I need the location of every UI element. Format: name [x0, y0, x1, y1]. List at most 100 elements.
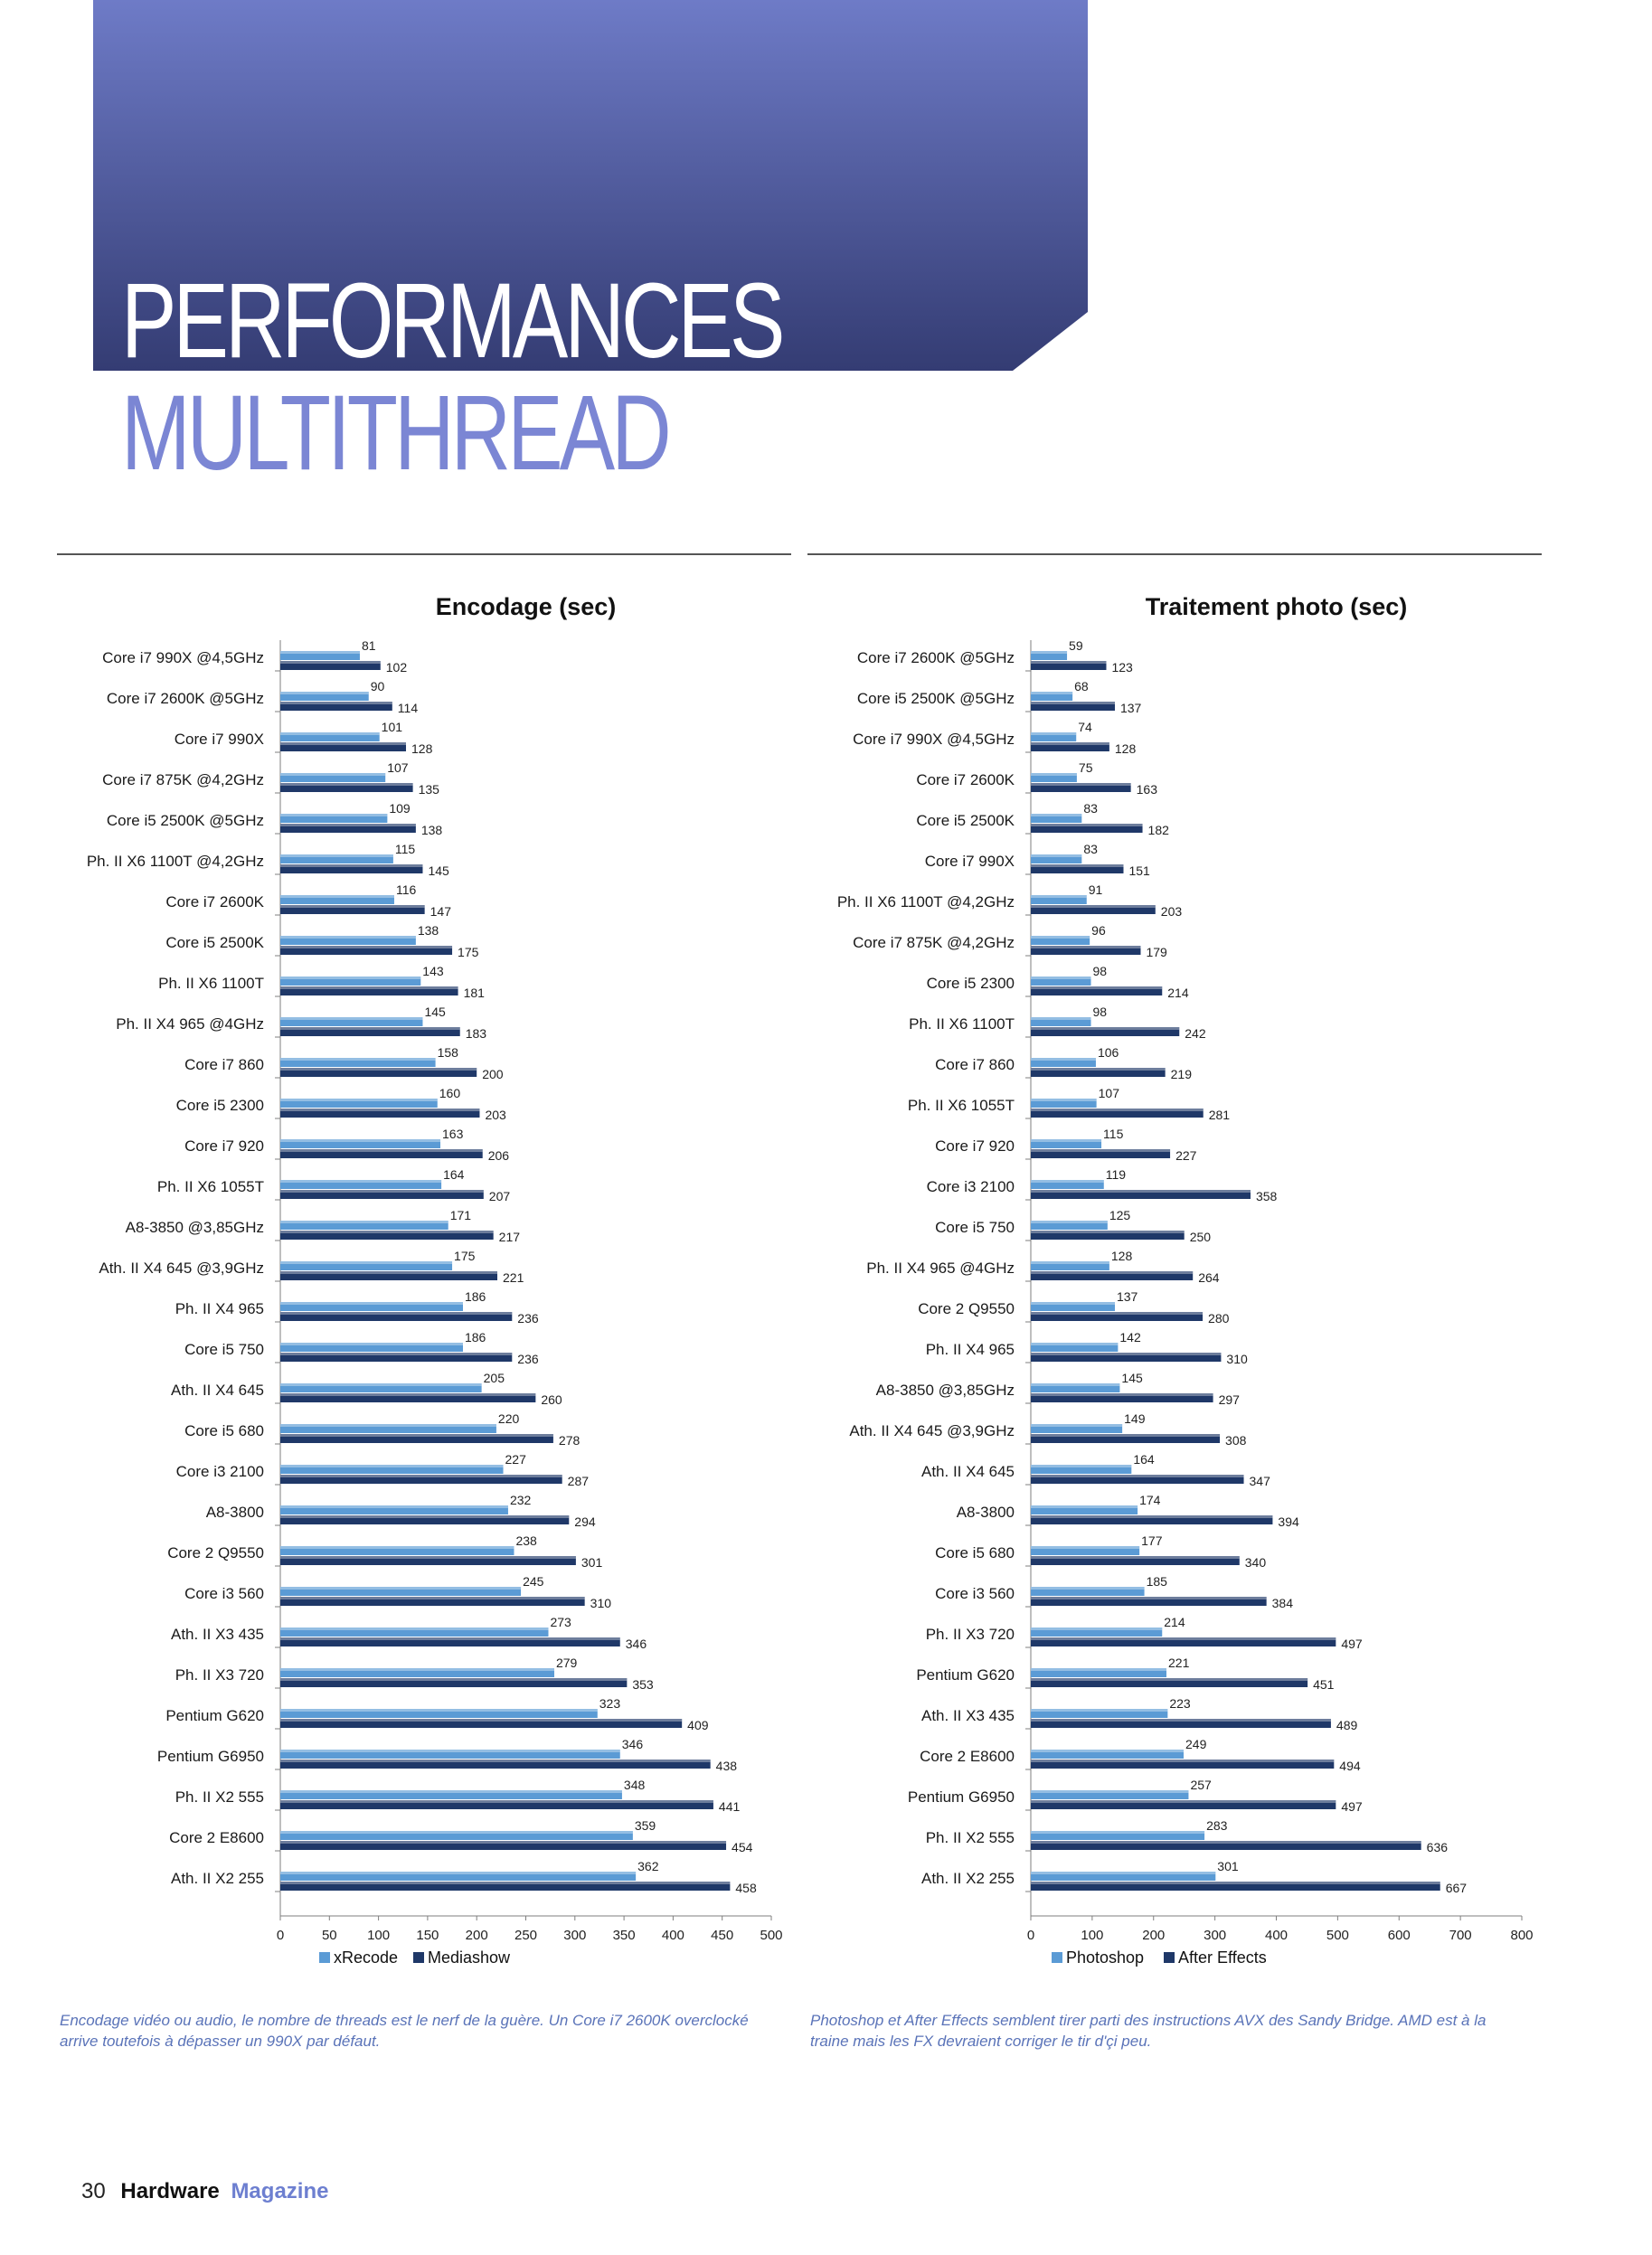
bar-highlight: [1031, 1190, 1251, 1193]
category-label: Ph. II X4 965: [926, 1341, 1015, 1358]
bar-highlight: [280, 1668, 554, 1671]
bar-series2: [280, 661, 381, 670]
data-label: 151: [1128, 863, 1150, 878]
bar-series2: [1031, 1800, 1336, 1809]
data-label: 353: [632, 1677, 654, 1692]
data-label: 175: [454, 1249, 476, 1263]
bar-highlight: [1031, 1221, 1108, 1223]
data-label: 438: [716, 1759, 738, 1773]
data-label: 137: [1120, 701, 1142, 715]
bar-highlight: [1031, 1668, 1167, 1671]
bar-series1: [280, 1302, 463, 1311]
bar-series2: [280, 1027, 460, 1036]
bar-series1: [280, 1668, 554, 1677]
bar-highlight: [1031, 1383, 1120, 1386]
data-label: 236: [517, 1352, 539, 1366]
bar-highlight: [280, 1058, 436, 1061]
bar-series1: [280, 1180, 442, 1189]
bar-series2: [1031, 1475, 1244, 1484]
bar-highlight: [280, 1597, 585, 1599]
data-label: 106: [1098, 1045, 1119, 1060]
category-label: A8-3800: [957, 1504, 1015, 1521]
bar-series2: [280, 864, 423, 873]
data-label: 294: [574, 1514, 596, 1529]
category-label: Core 2 Q9550: [167, 1544, 264, 1562]
bar-highlight: [1031, 1872, 1216, 1874]
bar-highlight: [280, 864, 423, 867]
bar-highlight: [1031, 651, 1068, 654]
bar-highlight: [280, 1719, 683, 1722]
caption-encodage: Encodage vidéo ou audio, le nombre de th…: [60, 2012, 749, 2050]
data-label: 114: [398, 701, 419, 715]
data-label: 135: [419, 782, 440, 797]
bar-highlight: [1031, 1709, 1168, 1712]
bar-series1: [280, 1587, 522, 1596]
x-tick-label: 100: [1081, 1928, 1103, 1943]
data-label: 323: [599, 1696, 621, 1711]
page-footer: 30 Hardware Magazine: [81, 2179, 328, 2204]
legend-label: Mediashow: [428, 1948, 511, 1967]
bar-series2: [280, 1719, 683, 1728]
bar-series2: [1031, 1760, 1335, 1769]
bar-series1: [1031, 1343, 1119, 1352]
bar-highlight: [280, 1271, 498, 1274]
bar-series1: [280, 854, 393, 863]
bar-series2: [1031, 661, 1107, 670]
data-label: 394: [1278, 1514, 1299, 1529]
data-label: 227: [1175, 1148, 1197, 1163]
category-label: Core i5 2500K: [165, 934, 264, 951]
bar-highlight: [1031, 1099, 1097, 1101]
chart-traitement-photo: Traitement photo (sec) Core i7 2600K @5GH…: [807, 579, 1603, 1989]
bar-series1: [1031, 1099, 1097, 1108]
section-divider-left: [57, 553, 791, 555]
bar-highlight: [280, 814, 388, 816]
page-title-line2: MULTITHREAD: [121, 373, 672, 493]
data-label: 348: [624, 1778, 646, 1792]
category-label: Core i7 990X @4,5GHz: [853, 731, 1015, 748]
bar-highlight: [1031, 783, 1131, 786]
bar-series1: [280, 1261, 453, 1270]
category-label: A8-3850 @3,85GHz: [876, 1382, 1015, 1399]
data-label: 310: [590, 1596, 612, 1610]
bar-series1: [280, 1465, 504, 1474]
category-label: Ph. II X6 1055T: [908, 1097, 1015, 1114]
bar-highlight: [280, 1515, 570, 1518]
x-tick-label: 250: [514, 1928, 537, 1943]
bar-highlight: [280, 692, 369, 694]
bar-highlight: [280, 1099, 438, 1101]
category-label: Ath. II X4 645: [921, 1463, 1015, 1480]
bar-highlight: [1031, 1831, 1205, 1834]
bar-highlight: [280, 1312, 513, 1315]
bar-series2: [280, 1800, 713, 1809]
x-tick-label: 450: [711, 1928, 733, 1943]
bar-highlight: [280, 1190, 484, 1193]
bar-highlight: [1031, 1465, 1132, 1467]
bar-series1: [1031, 1139, 1102, 1148]
bar-highlight: [280, 1678, 628, 1681]
bar-series2: [1031, 864, 1124, 873]
bar-series2: [1031, 1678, 1308, 1687]
data-label: 223: [1169, 1696, 1191, 1711]
bar-highlight: [280, 1882, 731, 1884]
data-label: 181: [464, 986, 486, 1000]
bar-series1: [280, 773, 386, 782]
bar-series1: [1031, 1628, 1163, 1637]
bar-series2: [280, 1515, 570, 1524]
data-label: 308: [1225, 1433, 1247, 1448]
bar-series2: [280, 1434, 553, 1443]
bar-series1: [280, 732, 380, 741]
bar-series1: [1031, 1872, 1216, 1881]
data-label: 260: [541, 1392, 562, 1407]
data-label: 185: [1147, 1574, 1168, 1589]
bar-highlight: [280, 1760, 711, 1762]
bar-series2: [280, 1841, 727, 1850]
data-label: 667: [1446, 1881, 1468, 1895]
data-label: 107: [1099, 1086, 1120, 1100]
category-label: Core i5 680: [184, 1422, 264, 1439]
data-label: 227: [505, 1452, 527, 1467]
bar-highlight: [1031, 905, 1156, 908]
bar-highlight: [280, 1475, 562, 1477]
bar-series1: [280, 895, 394, 904]
bar-series1: [1031, 1587, 1145, 1596]
category-label: Core i5 750: [184, 1341, 264, 1358]
